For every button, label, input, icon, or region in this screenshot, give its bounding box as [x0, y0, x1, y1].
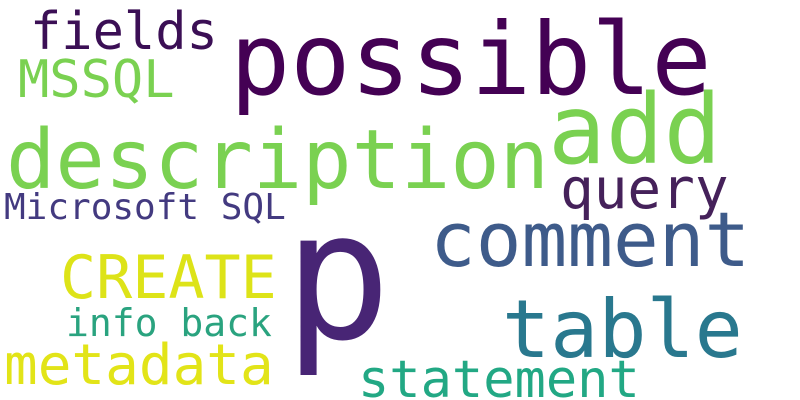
word-microsoft-sql: Microsoft SQL — [4, 187, 286, 228]
word-mssql: MSSQL — [18, 50, 175, 110]
word-statement: statement — [358, 350, 640, 400]
word-add: add — [548, 74, 722, 186]
word-fields: fields — [30, 2, 218, 62]
word-description: description — [6, 113, 550, 208]
word-table: table — [502, 283, 743, 376]
word-comment: comment — [430, 195, 751, 284]
word-query: query — [560, 157, 729, 222]
word-p: p — [284, 173, 392, 380]
word-create: CREATE — [60, 243, 277, 313]
word-possible: possible — [230, 1, 712, 118]
word-info-back: info back — [66, 301, 272, 345]
word-metadata: metadata — [4, 333, 274, 398]
